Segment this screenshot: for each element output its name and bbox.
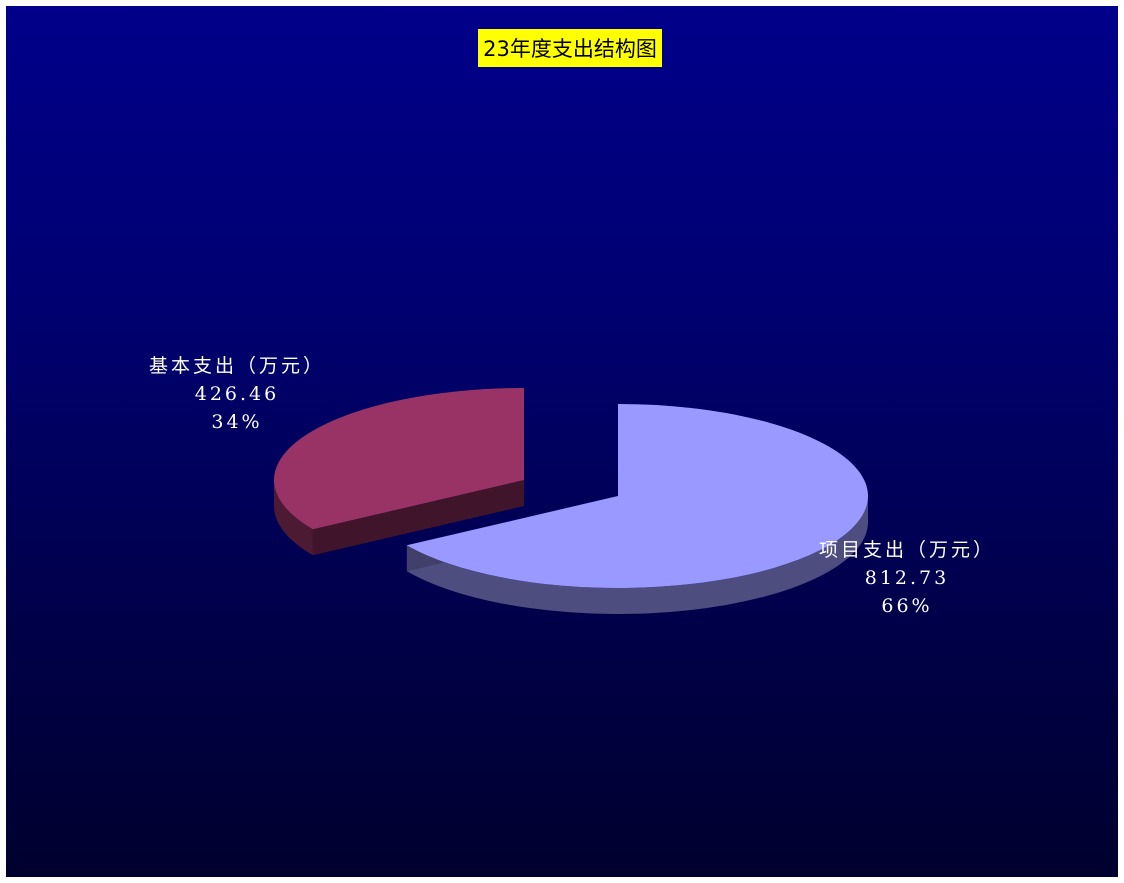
pie-slice-project bbox=[406, 404, 868, 588]
pie-chart bbox=[273, 388, 868, 615]
slice-label-project: 项目支出（万元） 812.73 66% bbox=[792, 536, 1022, 620]
pie-slice-side bbox=[406, 496, 868, 615]
chart-title: 23年度支出结构图 bbox=[478, 29, 662, 67]
pie-tops bbox=[273, 388, 868, 588]
pie-slice-basic bbox=[273, 388, 524, 530]
slice-label-value: 812.73 bbox=[864, 567, 950, 589]
slice-label-value: 426.46 bbox=[194, 383, 280, 405]
slice-label-percent: 34% bbox=[211, 411, 263, 433]
slice-label-name: 基本支出（万元） bbox=[148, 355, 325, 377]
slice-label-percent: 66% bbox=[881, 595, 933, 617]
slice-label-basic: 基本支出（万元） 426.46 34% bbox=[122, 352, 352, 436]
pie-slice-side bbox=[274, 480, 313, 556]
pie-slice-wall bbox=[312, 480, 524, 556]
slice-label-name: 项目支出（万元） bbox=[818, 539, 995, 561]
chart-area: 23年度支出结构图 基本支出（万元） 426.46 34% 项目支出（万元） 8… bbox=[6, 6, 1118, 877]
